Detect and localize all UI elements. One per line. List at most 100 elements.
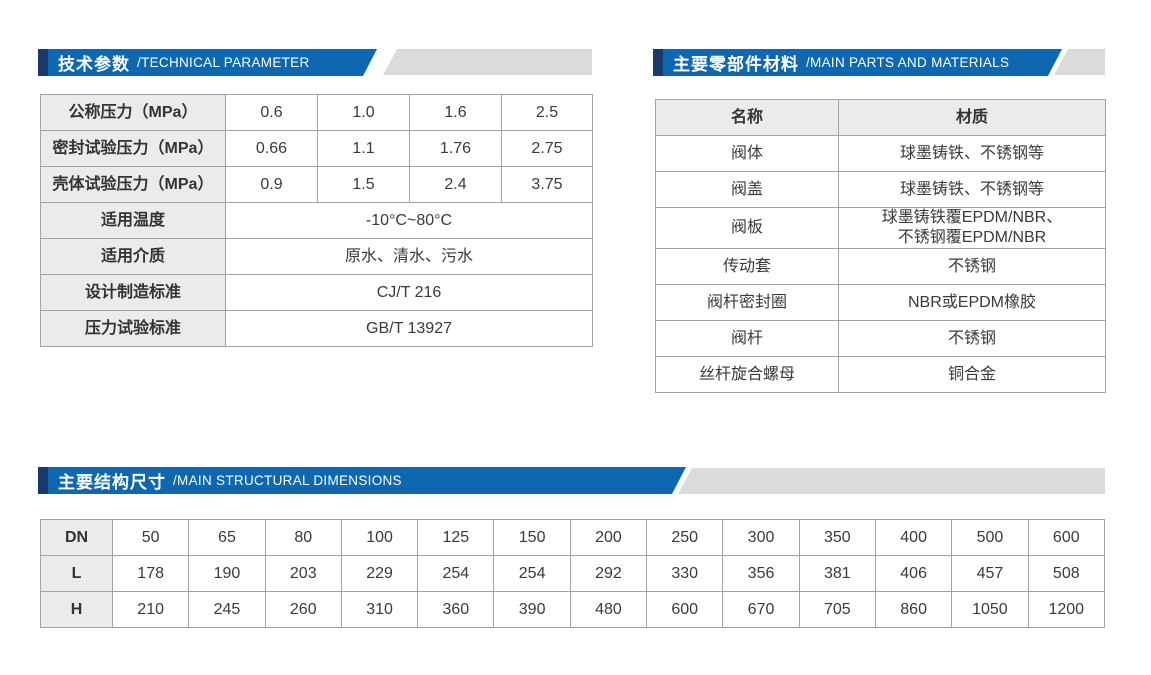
- part-material-cell: 球墨铸铁、不锈钢等: [838, 171, 1106, 208]
- technical-row: 适用温度 -10°C~80°C: [40, 202, 593, 239]
- dimension-value-cell: 254: [417, 555, 495, 592]
- dimension-value-cell: 229: [340, 555, 419, 592]
- technical-value-cell: GB/T 13927: [225, 310, 593, 347]
- part-material-cell: 铜合金: [838, 356, 1106, 393]
- dimensions-title-en: /MAIN STRUCTURAL DIMENSIONS: [173, 473, 402, 488]
- dimension-value-cell: 480: [569, 591, 648, 628]
- dimension-value-cell: 80: [264, 519, 342, 556]
- technical-title-zh: 技术参数: [58, 55, 130, 74]
- dimension-value-cell: 381: [798, 555, 876, 592]
- part-name-cell: 阀杆: [655, 320, 839, 357]
- technical-row: 适用介质 原水、清水、污水: [40, 238, 593, 275]
- technical-row: 壳体试验压力（MPa） 0.9 1.5 2.4 3.75: [40, 166, 593, 203]
- dimensions-row-label: DN: [40, 519, 113, 556]
- part-material-cell: 不锈钢: [838, 248, 1106, 285]
- part-name-cell: 阀杆密封圈: [655, 284, 839, 321]
- dimensions-row: L 178 190 203 229 254 254 292 330 356 381 406 457 508: [40, 555, 1106, 592]
- dimension-value-cell: 600: [1027, 519, 1106, 556]
- dimension-value-cell: 50: [111, 519, 190, 556]
- part-name-cell: 丝杆旋合螺母: [655, 356, 839, 393]
- dimension-value-cell: 210: [111, 591, 190, 628]
- dimension-value-cell: 670: [722, 591, 800, 628]
- technical-value-cell: 1.5: [317, 166, 410, 203]
- materials-column-header: 材质: [838, 99, 1106, 136]
- dimension-value-cell: 390: [493, 591, 571, 628]
- parts-materials-table: 名称 材质 阀体 球墨铸铁、不锈钢等 阀盖 球墨铸铁、不锈钢等 阀板 球墨铸铁覆EPDM/NB…: [655, 99, 1106, 393]
- technical-row-label: 壳体试验压力（MPa）: [40, 166, 226, 203]
- dimension-value-cell: 330: [646, 555, 724, 592]
- technical-value-cell: CJ/T 216: [225, 274, 593, 311]
- materials-row: 阀杆密封圈 NBR或EPDM橡胶: [655, 284, 1106, 321]
- dimension-value-cell: 125: [417, 519, 495, 556]
- materials-row: 阀盖 球墨铸铁、不锈钢等: [655, 171, 1106, 208]
- structural-dimensions-table: DN 50 65 80 100 125 150 200 250 300 350 400 500 600 L 1…: [40, 519, 1106, 628]
- technical-row: 公称压力（MPa） 0.6 1.0 1.6 2.5: [40, 94, 593, 131]
- dimensions-row: H 210 245 260 310 360 390 480 600 670 705 860 1050 12…: [40, 591, 1106, 628]
- part-material-cell: NBR或EPDM橡胶: [838, 284, 1106, 321]
- technical-value-cell: 1.1: [317, 130, 410, 167]
- part-material-cell: 不锈钢: [838, 320, 1106, 357]
- materials-row: 阀杆 不锈钢: [655, 320, 1106, 357]
- technical-title-en: /TECHNICAL PARAMETER: [137, 55, 310, 70]
- dimension-value-cell: 508: [1027, 555, 1106, 592]
- technical-value-cell: 0.6: [225, 94, 318, 131]
- technical-row-label: 公称压力（MPa）: [40, 94, 226, 131]
- dimension-value-cell: 1200: [1027, 591, 1106, 628]
- technical-row: 设计制造标准 CJ/T 216: [40, 274, 593, 311]
- technical-row-label: 密封试验压力（MPa）: [40, 130, 226, 167]
- dimension-value-cell: 260: [264, 591, 342, 628]
- technical-value-cell: -10°C~80°C: [225, 202, 593, 239]
- dimension-value-cell: 356: [722, 555, 800, 592]
- materials-row: 阀体 球墨铸铁、不锈钢等: [655, 135, 1106, 172]
- dimension-value-cell: 457: [951, 555, 1029, 592]
- part-name-cell: 阀板: [655, 207, 839, 249]
- dimensions-section-banner: 主要结构尺寸 /MAIN STRUCTURAL DIMENSIONS: [38, 467, 686, 494]
- dimensions-title-zh: 主要结构尺寸: [58, 473, 166, 492]
- technical-section-banner: 技术参数 /TECHNICAL PARAMETER: [38, 49, 377, 76]
- part-name-cell: 阀体: [655, 135, 839, 172]
- technical-value-cell: 1.0: [317, 94, 410, 131]
- materials-banner-gray-tail: [1054, 49, 1105, 75]
- technical-banner-gray-tail: [383, 49, 592, 75]
- dimension-value-cell: 250: [646, 519, 724, 556]
- dimension-value-cell: 360: [417, 591, 495, 628]
- dimension-value-cell: 100: [340, 519, 419, 556]
- materials-banner-accent: [653, 49, 663, 76]
- dimension-value-cell: 350: [798, 519, 876, 556]
- dimension-value-cell: 245: [188, 591, 266, 628]
- dimension-value-cell: 65: [188, 519, 266, 556]
- materials-row: 阀板 球墨铸铁覆EPDM/NBR、 不锈钢覆EPDM/NBR: [655, 207, 1106, 249]
- technical-row-label: 设计制造标准: [40, 274, 226, 311]
- dimensions-banner-gray-tail: [678, 468, 1105, 494]
- technical-row-label: 适用介质: [40, 238, 226, 275]
- dimension-value-cell: 292: [569, 555, 648, 592]
- dimension-value-cell: 254: [493, 555, 571, 592]
- materials-header-row: 名称 材质: [655, 99, 1106, 136]
- technical-value-cell: 2.4: [409, 166, 502, 203]
- dimension-value-cell: 190: [188, 555, 266, 592]
- technical-row-label: 压力试验标准: [40, 310, 226, 347]
- dimensions-row: DN 50 65 80 100 125 150 200 250 300 350 400 500 600: [40, 519, 1106, 556]
- materials-column-header: 名称: [655, 99, 839, 136]
- dimension-value-cell: 500: [951, 519, 1029, 556]
- materials-title-en: /MAIN PARTS AND MATERIALS: [806, 55, 1010, 70]
- technical-value-cell: 0.66: [225, 130, 318, 167]
- dimension-value-cell: 860: [874, 591, 953, 628]
- dimension-value-cell: 200: [569, 519, 648, 556]
- dimension-value-cell: 406: [874, 555, 953, 592]
- dimension-value-cell: 705: [798, 591, 876, 628]
- dimension-value-cell: 310: [340, 591, 419, 628]
- materials-section-banner: 主要零部件材料 /MAIN PARTS AND MATERIALS: [653, 49, 1062, 76]
- technical-value-cell: 0.9: [225, 166, 318, 203]
- technical-value-cell: 2.75: [501, 130, 593, 167]
- technical-value-cell: 3.75: [501, 166, 593, 203]
- technical-banner-accent: [38, 49, 48, 76]
- dimension-value-cell: 203: [264, 555, 342, 592]
- dimension-value-cell: 150: [493, 519, 571, 556]
- materials-title-zh: 主要零部件材料: [673, 55, 799, 74]
- technical-row: 密封试验压力（MPa） 0.66 1.1 1.76 2.75: [40, 130, 593, 167]
- dimension-value-cell: 600: [646, 591, 724, 628]
- part-material-cell: 球墨铸铁覆EPDM/NBR、 不锈钢覆EPDM/NBR: [838, 207, 1106, 249]
- technical-value-cell: 2.5: [501, 94, 593, 131]
- technical-row: 压力试验标准 GB/T 13927: [40, 310, 593, 347]
